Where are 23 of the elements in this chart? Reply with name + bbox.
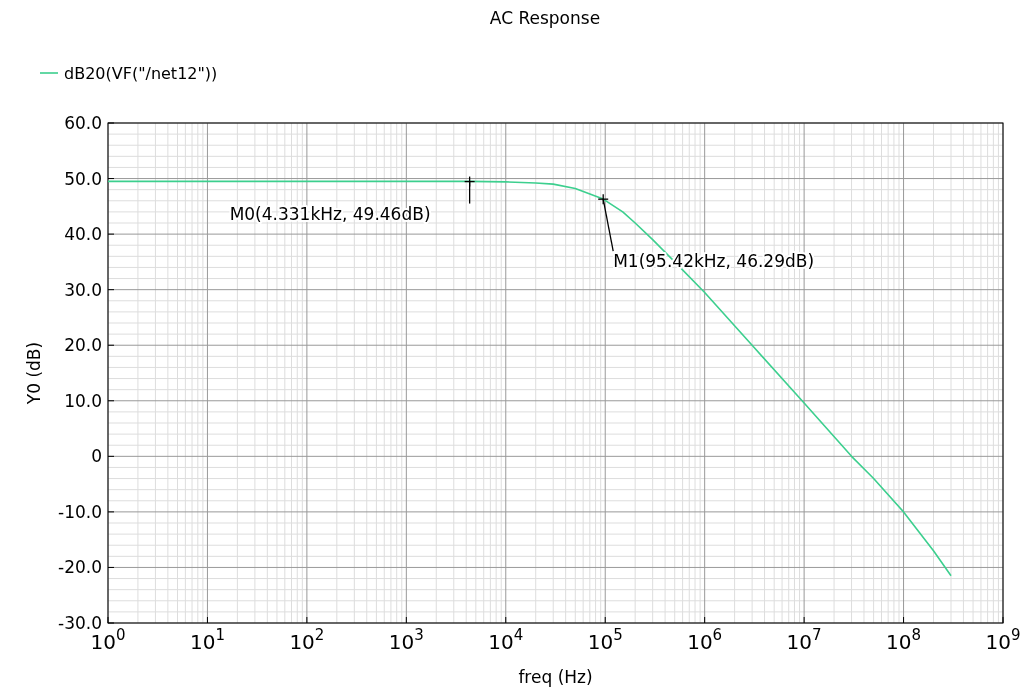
annotation: M0(4.331kHz, 49.46dB) (229, 203, 431, 224)
y-tick-label: 0 (91, 446, 102, 467)
y-tick-label: 10.0 (64, 390, 102, 411)
y-tick-label: 60.0 (64, 112, 102, 133)
x-axis-title: freq (Hz) (518, 667, 593, 687)
x-tick-label: 10$^{5}$ (587, 626, 623, 654)
x-tick-label: 10$^{2}$ (289, 626, 325, 654)
y-tick-label: 30.0 (64, 279, 102, 300)
x-tick-label: 10$^{4}$ (488, 626, 524, 654)
y-tick-label: -20.0 (58, 557, 102, 578)
legend-label: dB20(VF("/net12")) (64, 63, 218, 83)
x-tick-label: 10$^{1}$ (189, 626, 225, 654)
x-tick-label: 10$^{3}$ (388, 626, 424, 654)
y-tick-label: 50.0 (64, 168, 102, 189)
y-tick-label: -10.0 (58, 501, 102, 522)
x-tick-label: 10$^{8}$ (886, 626, 922, 654)
y-axis-title: Y0 (dB) (24, 341, 44, 406)
x-tick-label: 10$^{9}$ (985, 626, 1021, 654)
x-tick-label: 10$^{7}$ (786, 626, 822, 654)
chart-title: AC Response (489, 8, 601, 28)
y-tick-label: 40.0 (64, 224, 102, 245)
y-tick-label: 20.0 (64, 335, 102, 356)
x-tick-label: 10$^{6}$ (687, 626, 723, 654)
